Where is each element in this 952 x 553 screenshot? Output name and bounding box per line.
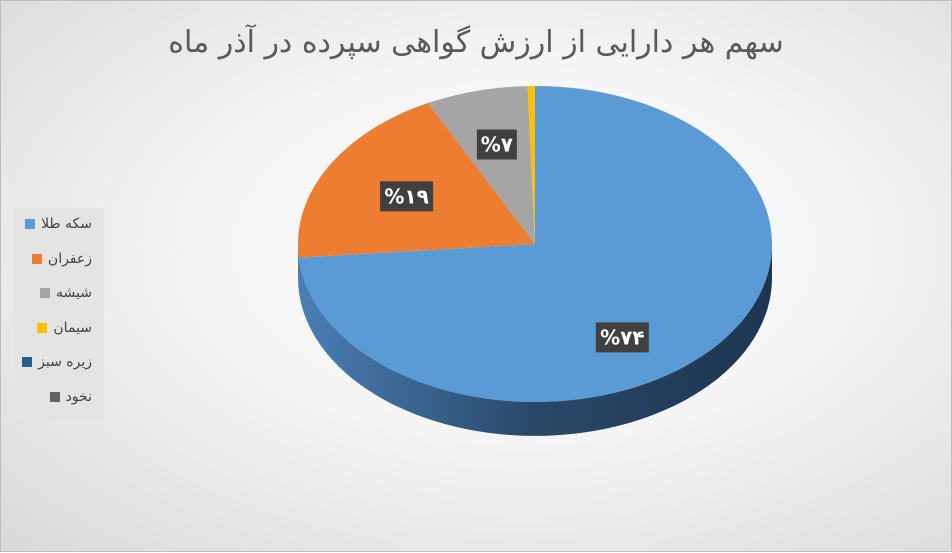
pie-side [298, 244, 772, 436]
legend-swatch [31, 253, 42, 264]
legend-swatch [22, 357, 33, 367]
legend-swatch [40, 288, 51, 298]
legend-item: سکه طلا [25, 216, 92, 232]
pie-slice-0 [298, 86, 772, 403]
legend-item: زیره سبز [22, 354, 92, 370]
legend-swatch [49, 391, 60, 402]
data-label-box-0 [595, 322, 649, 353]
legend-label: نخود [65, 388, 92, 405]
legend-item: نخود [49, 388, 92, 405]
legend-item: زعفران [31, 250, 92, 267]
pie-slice-1 [298, 103, 535, 258]
data-label-0: %۷۴ [600, 325, 644, 349]
legend-item: شیشه [40, 285, 92, 301]
pie-slice-2 [427, 86, 535, 245]
legend-swatch [37, 322, 48, 333]
legend-swatch [25, 219, 36, 229]
legend-label: سیمان [53, 319, 92, 336]
legend-label: سکه طلا [41, 216, 92, 232]
data-label-2: %۷ [481, 132, 513, 156]
legend-label: زعفران [47, 250, 92, 267]
legend-label: شیشه [56, 285, 92, 301]
pie-slice-3 [527, 86, 535, 244]
legend-item: سیمان [37, 320, 92, 336]
data-label-1: %۱۹ [384, 184, 428, 208]
legend-label: زیره سبز [38, 354, 92, 370]
data-label-box-1 [380, 181, 434, 212]
chart-title: سهم هر دارایی از ارزش گواهی سپرده در آذر… [168, 25, 784, 60]
data-label-box-2 [476, 129, 517, 160]
legend: سکه طلا زعفران شیشه سیمان زیره سبز نخود [14, 208, 104, 420]
